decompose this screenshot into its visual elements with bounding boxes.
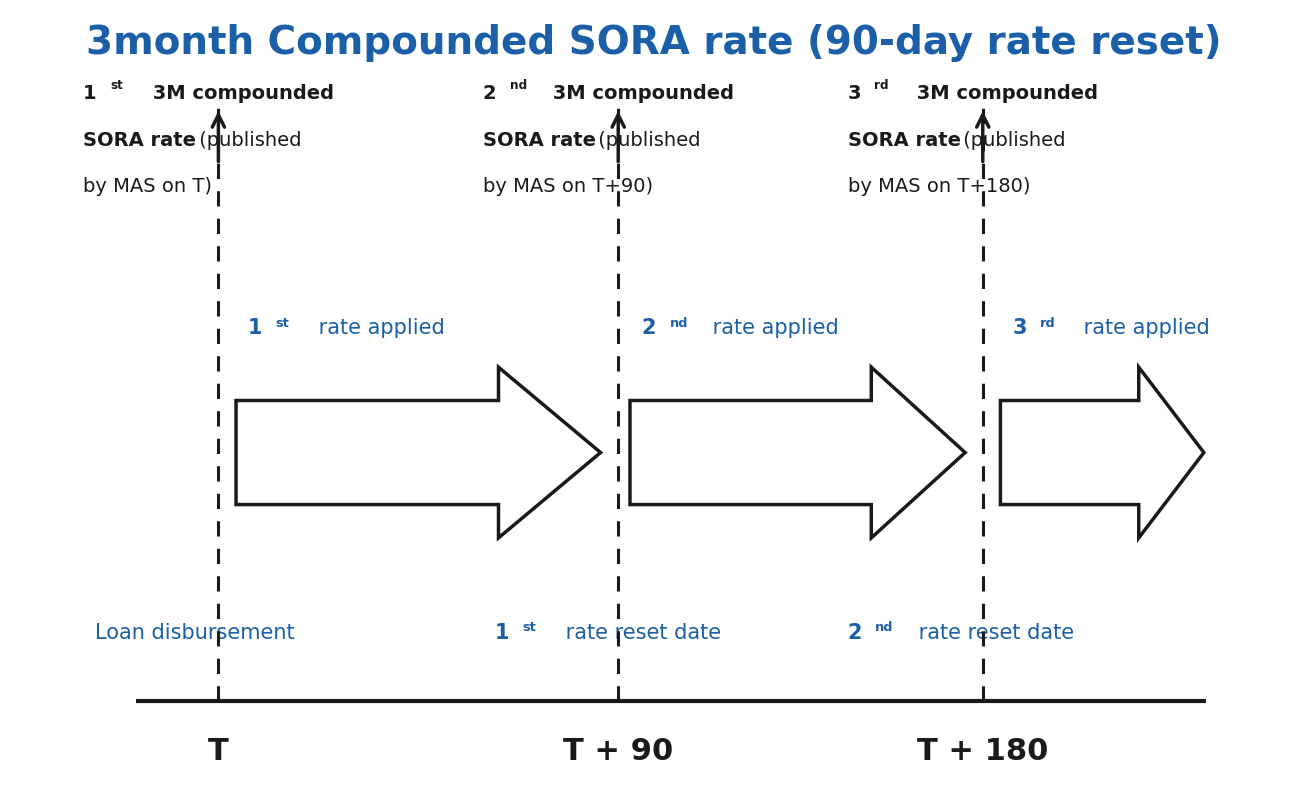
Text: 3M compounded: 3M compounded (546, 84, 733, 104)
Text: 2: 2 (847, 623, 863, 642)
Text: 3: 3 (847, 84, 861, 104)
Text: rate reset date: rate reset date (559, 623, 721, 642)
Text: 3: 3 (1012, 319, 1027, 338)
Text: rate applied: rate applied (706, 319, 839, 338)
Text: nd: nd (876, 621, 894, 633)
Text: by MAS on T): by MAS on T) (84, 177, 212, 196)
Polygon shape (630, 367, 965, 538)
Text: 2: 2 (642, 319, 656, 338)
Text: T + 90: T + 90 (563, 737, 673, 766)
Text: nd: nd (669, 316, 687, 329)
Text: rate reset date: rate reset date (912, 623, 1074, 642)
Text: (published: (published (957, 131, 1065, 150)
Text: (published: (published (592, 131, 701, 150)
Text: SORA rate: SORA rate (484, 131, 596, 150)
Text: 1: 1 (495, 623, 510, 642)
Text: SORA rate: SORA rate (847, 131, 961, 150)
Text: 3M compounded: 3M compounded (911, 84, 1098, 104)
Text: nd: nd (510, 79, 527, 92)
Text: st: st (110, 79, 123, 92)
Text: rate applied: rate applied (312, 319, 446, 338)
Text: Loan disbursement: Loan disbursement (95, 623, 294, 642)
Text: 1: 1 (248, 319, 263, 338)
Text: 1: 1 (84, 84, 97, 104)
Text: SORA rate: SORA rate (84, 131, 196, 150)
Text: (published: (published (192, 131, 301, 150)
Text: 3month Compounded SORA rate (90-day rate reset): 3month Compounded SORA rate (90-day rate… (86, 24, 1221, 62)
Text: T: T (208, 737, 229, 766)
Text: by MAS on T+180): by MAS on T+180) (847, 177, 1030, 196)
Polygon shape (1000, 367, 1204, 538)
Text: T + 180: T + 180 (918, 737, 1048, 766)
Text: st: st (276, 316, 289, 329)
Text: 3M compounded: 3M compounded (146, 84, 335, 104)
Text: by MAS on T+90): by MAS on T+90) (484, 177, 654, 196)
Text: rd: rd (874, 79, 889, 92)
Text: st: st (523, 621, 536, 633)
Text: rd: rd (1040, 316, 1056, 329)
Text: rate applied: rate applied (1077, 319, 1209, 338)
Text: 2: 2 (484, 84, 497, 104)
Polygon shape (237, 367, 601, 538)
